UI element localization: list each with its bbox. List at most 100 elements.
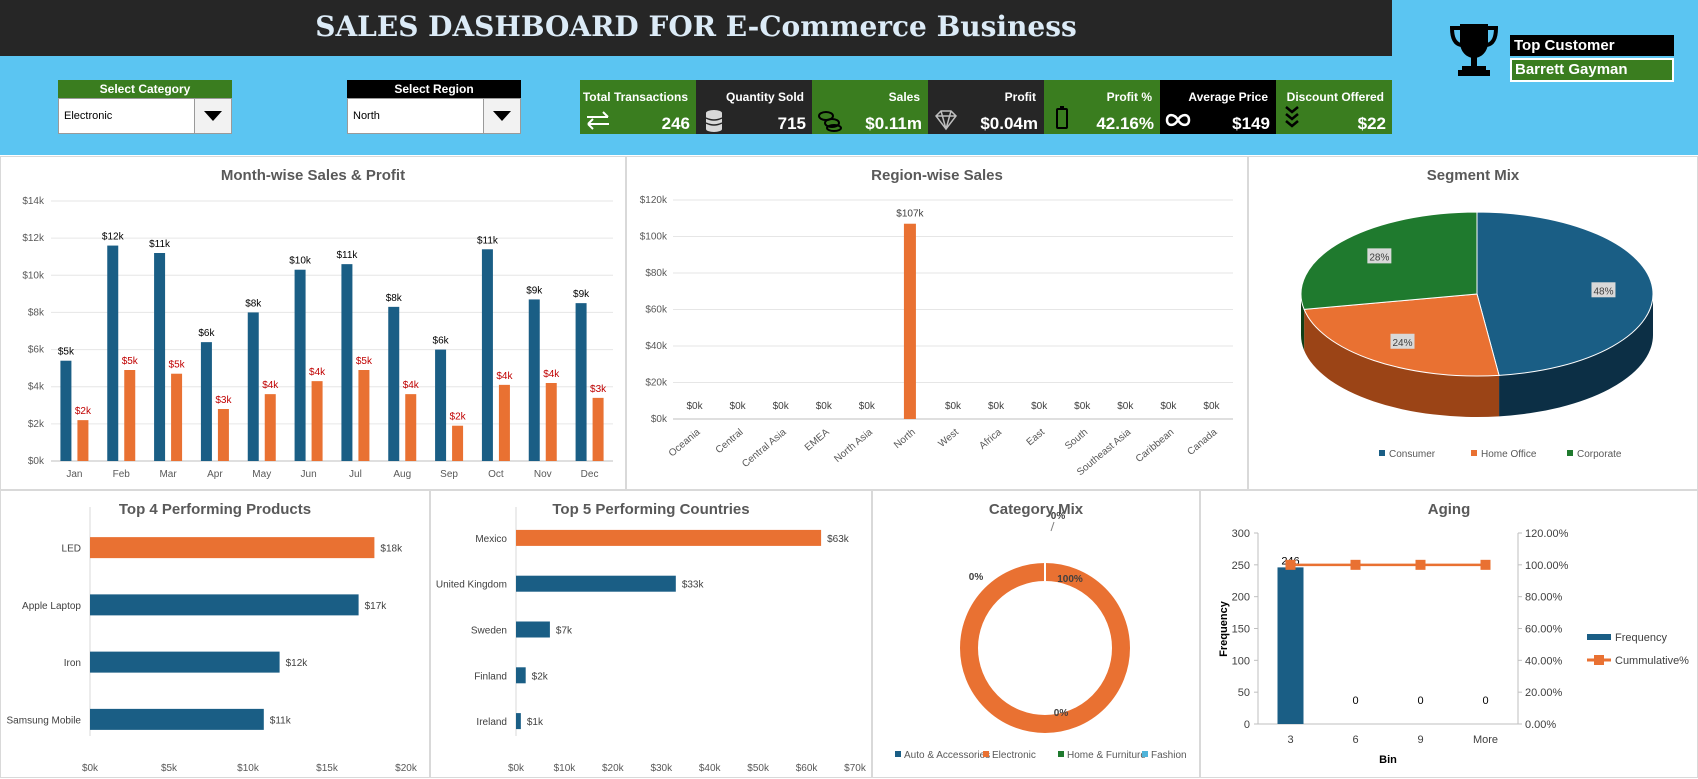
kpi-value: 246 xyxy=(661,114,690,133)
legend-label: Home Office xyxy=(1481,449,1537,460)
x-tick-label: 3 xyxy=(1287,734,1293,746)
y-tick-label: 50 xyxy=(1238,687,1250,699)
x-tick-label: East xyxy=(1025,427,1048,448)
data-label: $0k xyxy=(730,401,747,412)
region-dropdown[interactable]: North xyxy=(347,98,521,134)
y2-tick-label: 20.00% xyxy=(1525,687,1563,699)
product-bar xyxy=(90,537,375,559)
kpi-value: $149 xyxy=(1232,114,1270,133)
kpi-value: 715 xyxy=(777,114,806,133)
x-tick-label: Feb xyxy=(113,469,131,480)
profit-bar xyxy=(77,420,89,461)
top-customer-label: Top Customer xyxy=(1510,35,1674,56)
legend-label: Corporate xyxy=(1577,449,1622,460)
data-label: 0% xyxy=(1054,708,1069,719)
leader-line xyxy=(1050,521,1055,532)
profit-bar xyxy=(358,370,370,461)
category-dropdown-button[interactable] xyxy=(194,99,231,133)
legend-swatch xyxy=(1058,751,1064,757)
region-dropdown-button[interactable] xyxy=(483,99,520,133)
x-tick-label: Nov xyxy=(534,469,552,480)
profit-bar xyxy=(452,425,464,461)
sales-bar xyxy=(247,312,259,461)
x-tick-label: $60k xyxy=(796,763,819,774)
database-icon xyxy=(705,110,723,132)
y-tick-label: Samsung Mobile xyxy=(7,715,82,726)
x-tick-label: $20k xyxy=(602,763,625,774)
sales-bar xyxy=(528,299,540,461)
region-slicer[interactable]: Select Region North xyxy=(347,80,521,134)
y-tick-label: $100k xyxy=(640,232,668,243)
data-label: 100% xyxy=(1057,574,1083,585)
kpi-sales: Sales $0.11m xyxy=(812,80,928,134)
donut-ring xyxy=(960,563,1130,733)
data-label: $0k xyxy=(1203,401,1220,412)
data-label: $6k xyxy=(198,328,215,339)
aging-chart: 0501001502002503000.00%20.00%40.00%60.00… xyxy=(1218,528,1689,766)
category-mix-panel: Category Mix 0% 100% 0% 0% Auto & Accessorie… xyxy=(872,490,1200,778)
top-products-panel: Top 4 Performing Products $0k $5k $10k $15k… xyxy=(0,490,430,778)
top-customer-value: Barrett Gayman xyxy=(1510,58,1674,82)
data-label: $2k xyxy=(450,412,467,423)
y-tick-label: $40k xyxy=(645,341,668,352)
data-label: $11k xyxy=(477,235,499,246)
legend-marker xyxy=(1594,655,1604,665)
month-sales-profit-panel: Month-wise Sales & Profit $0k $2k $4k $6k $8… xyxy=(0,156,626,490)
y2-tick-label: 40.00% xyxy=(1525,655,1563,667)
country-bar xyxy=(516,529,822,546)
y-tick-label: Iron xyxy=(64,658,81,669)
data-label: $0k xyxy=(1117,401,1134,412)
legend-swatch xyxy=(1142,751,1148,757)
data-label: $11k xyxy=(149,239,171,250)
chart-title: Month-wise Sales & Profit xyxy=(220,167,406,184)
y-tick-label: Mexico xyxy=(475,534,507,545)
product-bar xyxy=(90,651,280,673)
x-tick-label: Oceania xyxy=(667,427,703,460)
data-label: $6k xyxy=(433,336,450,347)
y-tick-label: $120k xyxy=(640,195,668,206)
frequency-bar xyxy=(1277,567,1304,724)
chevron-down-icon xyxy=(493,111,511,121)
data-label: $8k xyxy=(386,293,403,304)
legend-label: Auto & Accessories xyxy=(904,750,990,761)
data-label-box xyxy=(1367,248,1392,264)
x-tick-label: South xyxy=(1063,427,1090,452)
data-label: $9k xyxy=(526,285,543,296)
x-tick-label: Central xyxy=(714,427,746,456)
data-label: $4k xyxy=(496,371,513,382)
x-tick-label: Caribbean xyxy=(1134,427,1176,465)
y-tick-label: Finland xyxy=(474,671,507,682)
data-label: 0 xyxy=(1417,695,1423,707)
category-dropdown[interactable]: Electronic xyxy=(58,98,232,134)
y-tick-label: $8k xyxy=(28,307,45,318)
country-bar xyxy=(516,575,676,592)
data-label: $0k xyxy=(1031,401,1048,412)
chart-title: Region-wise Sales xyxy=(871,167,1003,184)
kpi-value: $0.04m xyxy=(980,114,1038,133)
data-label: $9k xyxy=(573,289,590,300)
data-label: $18k xyxy=(380,544,403,555)
kpi-value: 42.16% xyxy=(1096,114,1154,133)
cumulative-marker xyxy=(1480,559,1491,570)
data-label: $8k xyxy=(245,298,262,309)
y-tick-label: $6k xyxy=(28,345,45,356)
y-tick-label: $2k xyxy=(28,419,45,430)
x-tick-label: 9 xyxy=(1417,734,1423,746)
legend-swatch xyxy=(1471,450,1477,456)
page-title: SALES DASHBOARD FOR E-Commerce Business xyxy=(315,10,1077,43)
x-tick-label: $10k xyxy=(554,763,577,774)
profit-bar xyxy=(264,394,276,461)
data-label: $0k xyxy=(816,401,833,412)
month-sales-profit-chart: $0k $2k $4k $6k $8k $10k $12k $14k Jan $5k $2k Feb $… xyxy=(22,196,613,480)
segment-mix-chart: 48% 24% 28% Consumer Home Office Corporate xyxy=(1300,211,1654,460)
y-tick-label: 200 xyxy=(1232,592,1250,604)
y-tick-label: $20k xyxy=(645,378,668,389)
battery-icon xyxy=(1056,106,1068,129)
y-tick-label: LED xyxy=(62,544,81,555)
product-bar xyxy=(90,594,359,616)
data-label: $5k xyxy=(356,356,373,367)
data-label: 0 xyxy=(1482,695,1488,707)
category-slicer[interactable]: Select Category Electronic xyxy=(58,80,232,134)
y2-tick-label: 120.00% xyxy=(1525,528,1569,540)
profit-bar xyxy=(592,397,604,461)
